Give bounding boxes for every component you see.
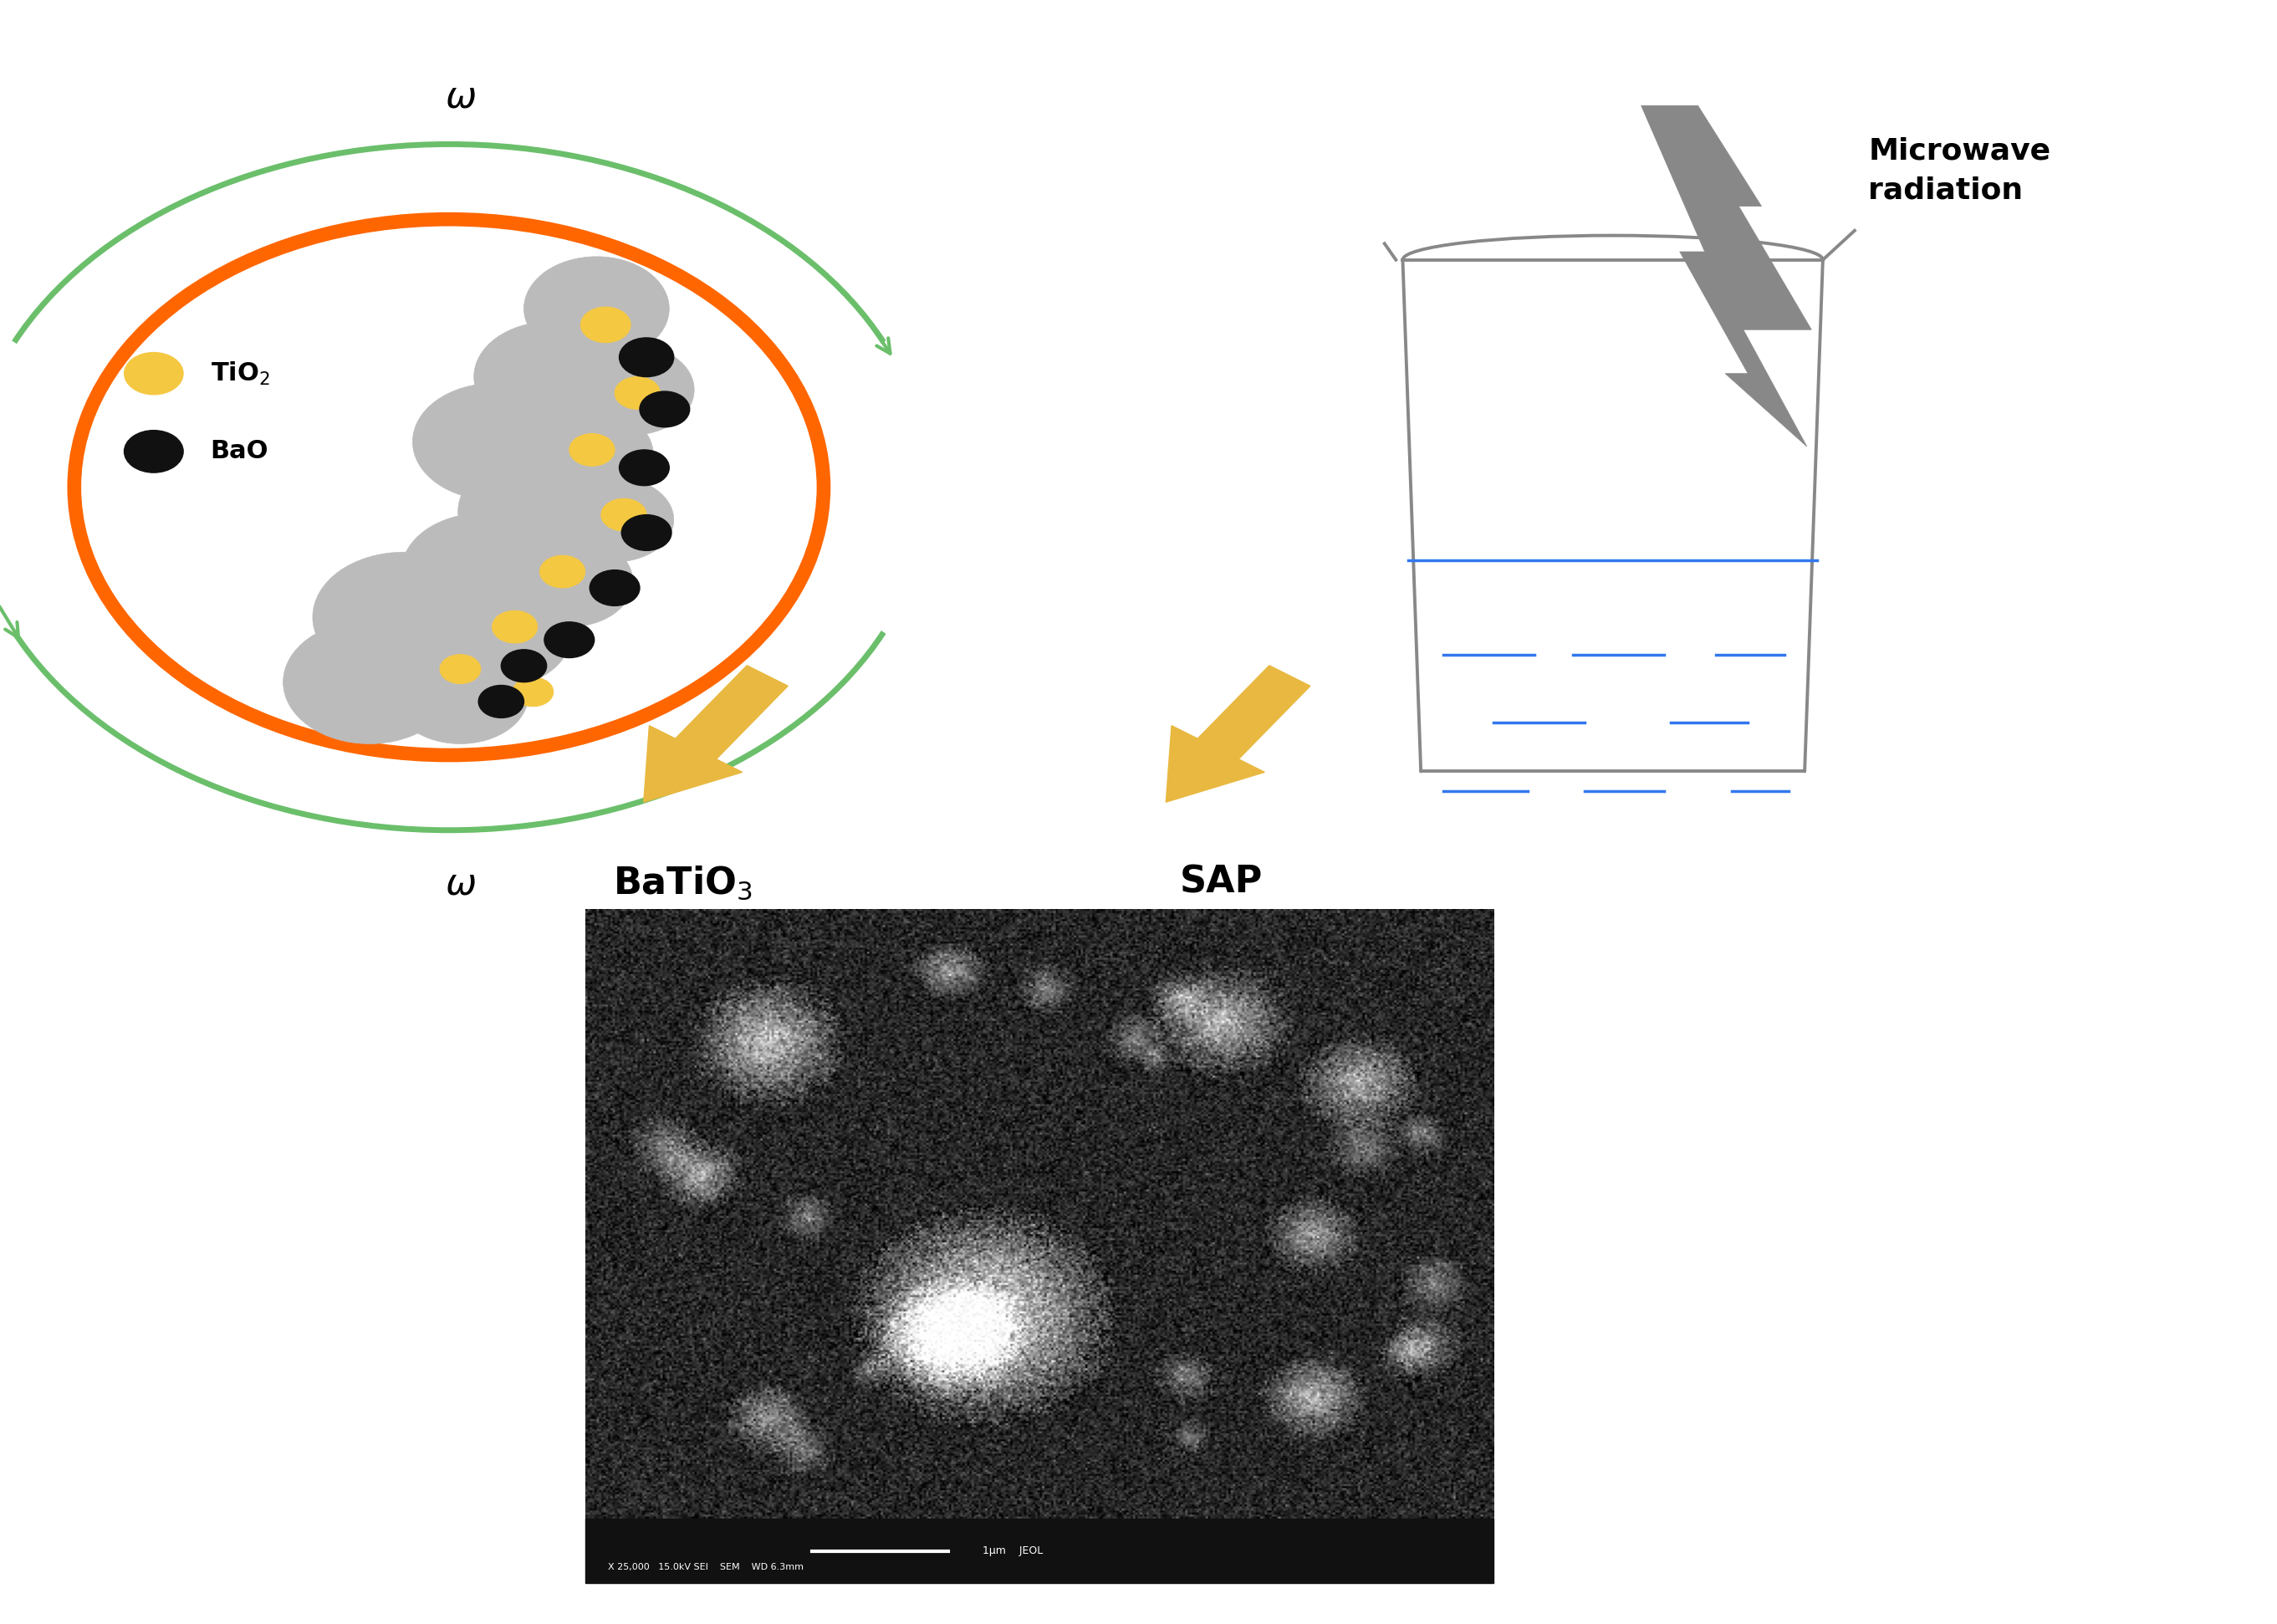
Text: SAP: SAP: [1179, 864, 1261, 900]
Polygon shape: [644, 666, 788, 802]
Circle shape: [601, 499, 647, 531]
Circle shape: [282, 620, 455, 744]
Circle shape: [458, 453, 622, 570]
Circle shape: [501, 650, 546, 682]
Circle shape: [474, 322, 628, 432]
Circle shape: [392, 646, 528, 744]
Text: BaO: BaO: [209, 440, 269, 463]
Circle shape: [417, 578, 572, 689]
Circle shape: [556, 477, 674, 562]
Text: TiO$_2$: TiO$_2$: [209, 361, 271, 387]
Circle shape: [478, 685, 524, 718]
Bar: [585, 1518, 1494, 1583]
Circle shape: [619, 338, 674, 377]
Circle shape: [412, 383, 576, 500]
Polygon shape: [1166, 666, 1309, 802]
Circle shape: [512, 677, 553, 706]
Circle shape: [125, 352, 182, 395]
Text: BaTiO$_3$: BaTiO$_3$: [613, 864, 754, 901]
Text: $\omega$: $\omega$: [444, 80, 476, 115]
Polygon shape: [1642, 106, 1812, 447]
Circle shape: [622, 515, 672, 551]
Circle shape: [640, 391, 690, 427]
Circle shape: [312, 552, 494, 682]
Circle shape: [590, 570, 640, 606]
Text: 1μm    JEOL: 1μm JEOL: [984, 1546, 1043, 1556]
Circle shape: [505, 536, 633, 627]
Circle shape: [401, 513, 565, 630]
Circle shape: [540, 555, 585, 588]
Text: $\omega$: $\omega$: [444, 866, 476, 901]
Text: X 25,000   15.0kV SEI    SEM    WD 6.3mm: X 25,000 15.0kV SEI SEM WD 6.3mm: [608, 1562, 804, 1572]
Circle shape: [581, 307, 631, 343]
Circle shape: [439, 654, 480, 684]
Circle shape: [125, 430, 182, 473]
Circle shape: [615, 377, 660, 409]
Circle shape: [492, 611, 537, 643]
Circle shape: [569, 434, 615, 466]
Circle shape: [517, 406, 653, 503]
Circle shape: [524, 257, 669, 361]
Circle shape: [619, 450, 669, 486]
Circle shape: [567, 344, 694, 435]
Circle shape: [544, 622, 594, 658]
Text: Microwave
radiation: Microwave radiation: [1867, 136, 2052, 205]
